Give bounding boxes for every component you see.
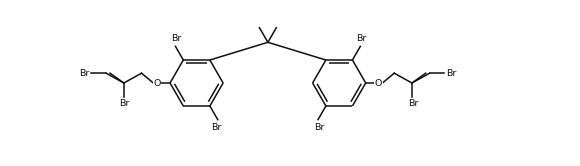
Text: Br: Br xyxy=(408,99,418,108)
Text: Br: Br xyxy=(447,69,456,78)
Text: O: O xyxy=(154,79,161,87)
Text: Br: Br xyxy=(119,99,130,108)
Text: Br: Br xyxy=(171,34,182,43)
Text: Br: Br xyxy=(314,123,324,132)
Text: O: O xyxy=(375,79,382,87)
Text: Br: Br xyxy=(212,123,222,132)
Text: Br: Br xyxy=(356,34,367,43)
Text: Br: Br xyxy=(79,69,89,78)
